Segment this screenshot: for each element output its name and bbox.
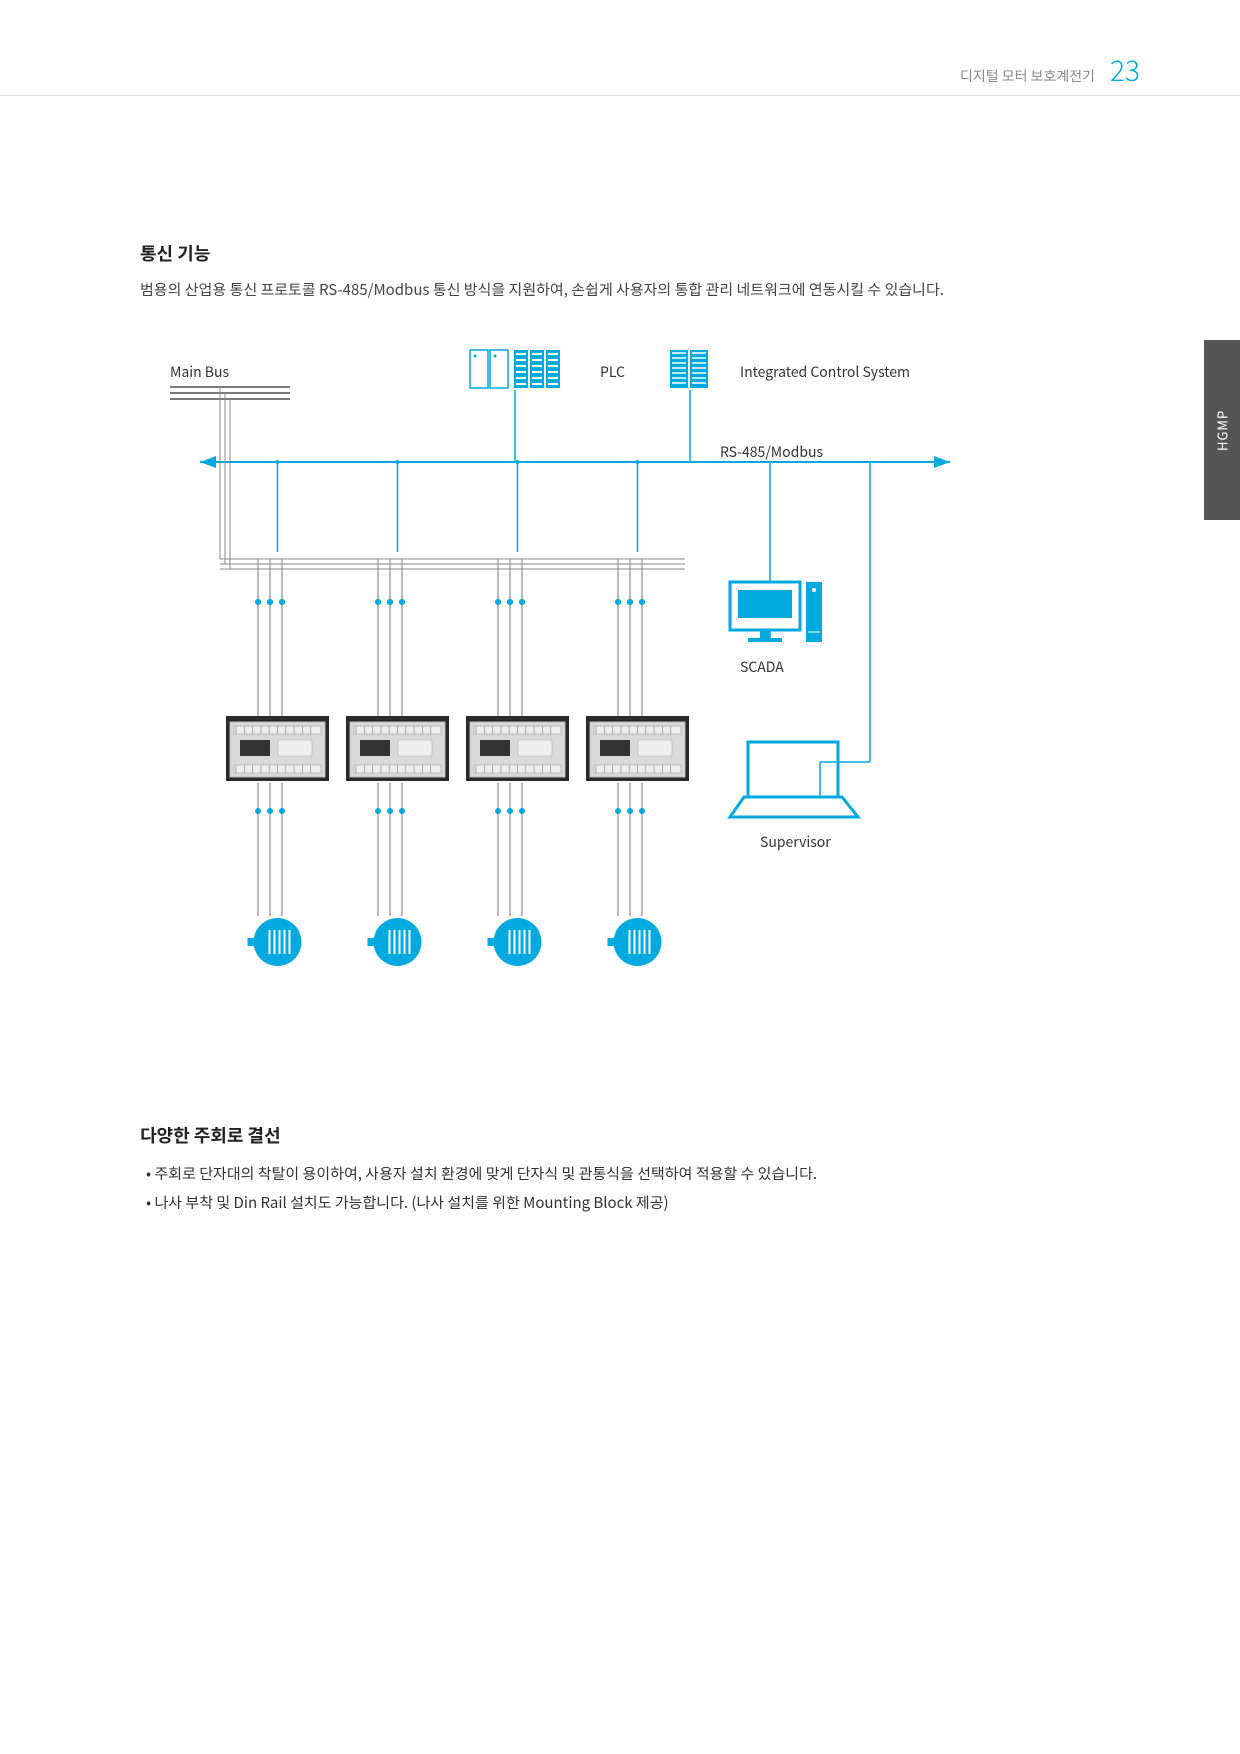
network-diagram: Main Bus PLC Integrated Control System R… <box>170 342 1000 1002</box>
section1-title: 통신 기능 <box>140 240 1100 266</box>
section2-title: 다양한 주회로 결선 <box>140 1122 1100 1148</box>
side-tab: HGMP <box>1204 340 1240 520</box>
header-subtitle: 디지털 모터 보호계전기 <box>960 66 1095 86</box>
bullet-2: • 나사 부착 및 Din Rail 설치도 가능합니다. (나사 설치를 위한… <box>140 1189 1100 1218</box>
section1-desc: 범용의 산업용 통신 프로토콜 RS-485/Modbus 통신 방식을 지원하… <box>140 278 1100 302</box>
bullet-1: • 주회로 단자대의 착탈이 용이하여, 사용자 설치 환경에 맞게 단자식 및… <box>140 1160 1100 1189</box>
main-content: 통신 기능 범용의 산업용 통신 프로토콜 RS-485/Modbus 통신 방… <box>140 240 1100 1217</box>
label-plc: PLC <box>600 362 625 382</box>
label-main-bus: Main Bus <box>170 362 229 382</box>
diagram-svg <box>170 342 1000 1002</box>
label-supervisor: Supervisor <box>760 832 831 852</box>
label-ics: Integrated Control System <box>740 362 910 382</box>
label-bus: RS-485/Modbus <box>720 442 823 462</box>
page-header: 디지털 모터 보호계전기 23 <box>960 50 1140 90</box>
page-number: 23 <box>1110 50 1140 90</box>
header-divider <box>0 95 1240 96</box>
label-scada: SCADA <box>740 657 784 677</box>
section2: 다양한 주회로 결선 • 주회로 단자대의 착탈이 용이하여, 사용자 설치 환… <box>140 1122 1100 1217</box>
